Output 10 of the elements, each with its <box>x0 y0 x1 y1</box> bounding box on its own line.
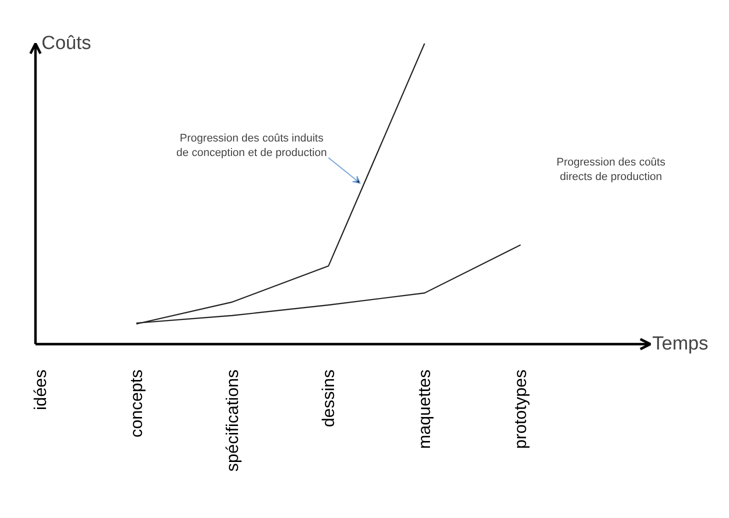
x-tick-label: idées <box>30 370 50 410</box>
x-tick-label: maquettes <box>415 369 434 449</box>
x-tick-label: dessins <box>318 370 338 428</box>
annotation: Progression des coûts induits de conception et de production <box>176 132 327 159</box>
x-tick-label: spécifications <box>222 369 242 472</box>
x-axis-title: Temps <box>652 334 708 355</box>
x-tick-label: prototypes <box>511 369 530 449</box>
annotation: Progression des coûts directs de production <box>556 156 666 183</box>
y-axis-title: Coûts <box>41 33 92 54</box>
x-tick-label: concepts <box>126 369 146 438</box>
